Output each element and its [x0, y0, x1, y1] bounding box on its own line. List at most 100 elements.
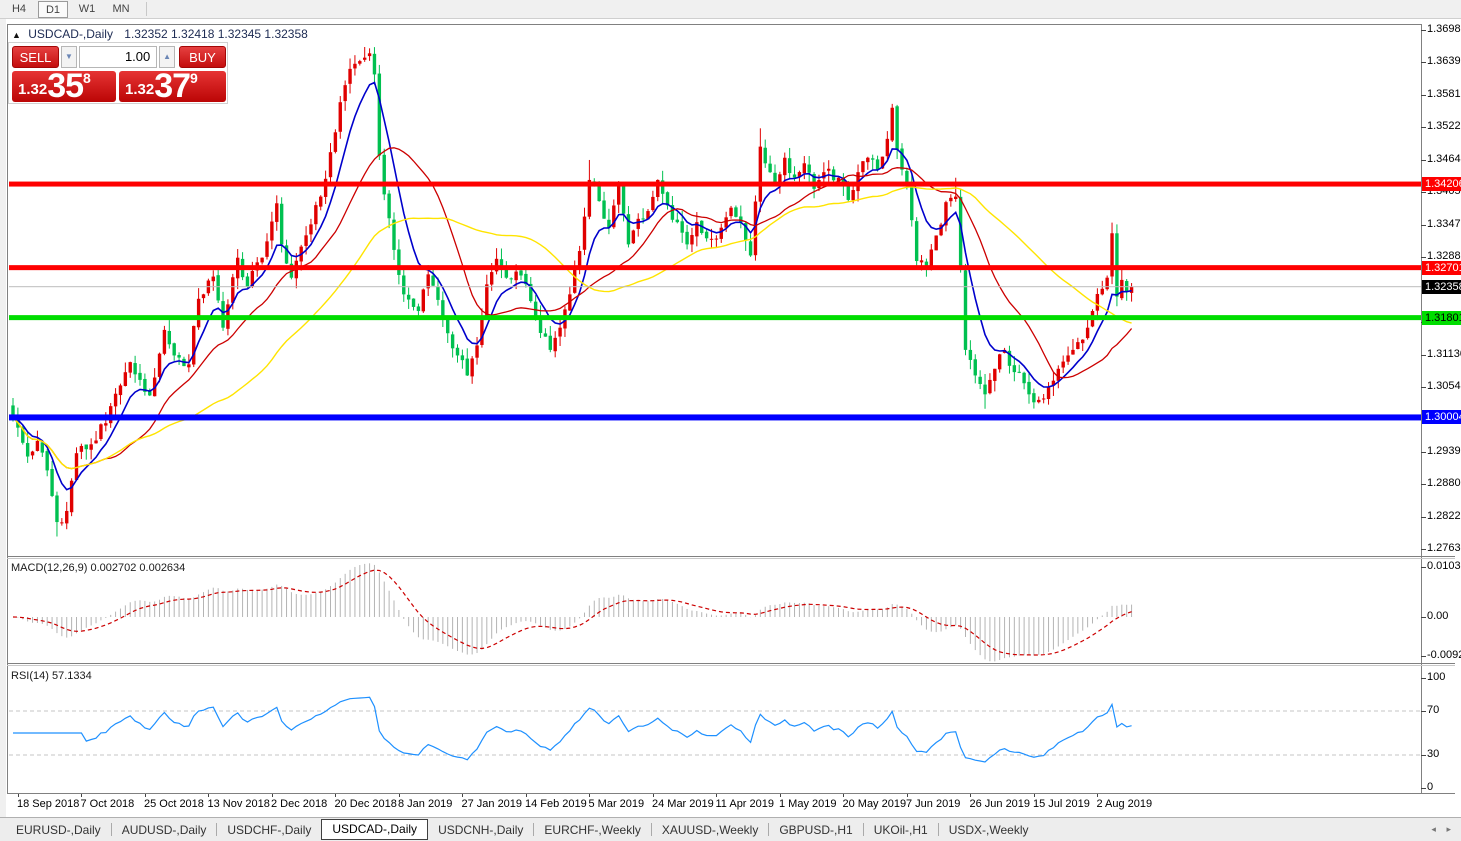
date-axis-tick: [589, 794, 591, 797]
quote-ohlc: 1.32352 1.32418 1.32345 1.32358: [124, 27, 308, 41]
rsi-axis-label: 70: [1427, 704, 1440, 716]
date-axis-label: 26 Jun 2019: [969, 798, 1031, 810]
date-axis-tick: [208, 794, 210, 797]
date-axis-tick: [1033, 794, 1035, 797]
tab-separator: [650, 823, 652, 836]
sell-price-pipette: 8: [83, 70, 91, 86]
rsi-axis-tick: [1421, 678, 1426, 679]
plot-frame-top: [7, 24, 1421, 25]
sell-button[interactable]: SELL: [12, 46, 60, 68]
date-axis-label: 2 Aug 2019: [1096, 798, 1153, 810]
date-axis-tick: [906, 794, 908, 797]
tab-scroll-right-icon[interactable]: ▸: [1446, 824, 1455, 834]
price-axis-tick: [1421, 257, 1426, 259]
tab-separator: [862, 823, 864, 836]
tab-xauusd-weekly[interactable]: XAUUSD-,Weekly: [661, 822, 759, 837]
rsi-pane[interactable]: [8, 666, 1421, 794]
quote-symbol: USDCAD-,Daily: [28, 27, 113, 41]
date-axis-tick: [335, 794, 337, 797]
date-axis-label: 13 Nov 2018: [207, 798, 270, 810]
date-axis-tick: [779, 794, 781, 797]
rsi-axis-tick: [1421, 711, 1426, 712]
price-axis-tick: [1421, 127, 1426, 129]
trade-controls-row: SELL ▼ 1.00 ▲ BUY: [12, 46, 226, 68]
volume-increase-button[interactable]: ▲: [159, 46, 175, 68]
price-axis-label: 1.36395: [1427, 55, 1461, 68]
price-level-badge: 1.31801: [1422, 310, 1461, 325]
timeframe-W1[interactable]: W1: [78, 2, 96, 15]
date-axis-label: 5 Mar 2019: [588, 798, 645, 810]
tab-audusd-daily[interactable]: AUDUSD-,Daily: [121, 822, 207, 837]
macd-axis-label: 0.010311: [1427, 559, 1461, 572]
quote-line: ▲ USDCAD-,Daily 1.32352 1.32418 1.32345 …: [12, 27, 308, 41]
tab-eurchf-weekly[interactable]: EURCHF-,Weekly: [544, 822, 641, 837]
macd-pane[interactable]: [8, 559, 1421, 663]
tab-separator: [533, 823, 535, 836]
plot-frame-left: [7, 24, 8, 794]
date-axis-label: 20 May 2019: [842, 798, 907, 810]
date-axis-tick: [525, 794, 527, 797]
date-axis-tick: [716, 794, 718, 797]
tab-ukoil-h1[interactable]: UKOil-,H1: [873, 822, 928, 837]
tab-usdx-weekly[interactable]: USDX-,Weekly: [948, 822, 1029, 837]
timeframe-H4[interactable]: H4: [11, 2, 27, 15]
macd-axis-tick: [1421, 617, 1426, 618]
symbol-expand-icon[interactable]: ▲: [12, 30, 21, 40]
plot-frame-bottom: [7, 793, 1455, 794]
volume-input[interactable]: 1.00: [78, 46, 158, 68]
date-axis-label: 8 Jan 2019: [397, 798, 453, 810]
price-level-badge: 1.34206: [1422, 177, 1461, 192]
price-axis-tick: [1421, 159, 1426, 161]
sell-price-prefix: 1.32: [18, 81, 48, 98]
price-axis-tick: [1421, 354, 1426, 356]
tab-usdcnh-daily[interactable]: USDCNH-,Daily: [438, 822, 524, 837]
date-axis-label: 18 Sep 2018: [17, 798, 80, 810]
sell-price-button[interactable]: 1.32 35 8: [12, 69, 116, 103]
buy-price-pipette: 9: [190, 70, 198, 86]
price-axis-tick: [1421, 30, 1426, 31]
price-axis-tick: [1421, 62, 1426, 64]
tab-gbpusd-h1[interactable]: GBPUSD-,H1: [779, 822, 853, 837]
date-axis: 18 Sep 2018 7 Oct 2018 25 Oct 2018 13 Nov 2…: [6, 794, 1461, 817]
price-axis-tick: [1421, 224, 1426, 226]
timeframe-D1[interactable]: D1: [38, 0, 68, 18]
tab-separator: [937, 823, 939, 836]
one-click-trading-panel: SELL ▼ 1.00 ▲ BUY 1.32 35 8 1.32 37 9: [8, 42, 228, 104]
pane-divider-1b: [7, 558, 1455, 559]
tab-eurusd-daily[interactable]: EURUSD-,Daily: [16, 822, 101, 837]
date-axis-tick: [144, 794, 146, 797]
date-axis-label: 27 Jan 2019: [461, 798, 523, 810]
price-level-badge: 1.32701: [1422, 260, 1461, 275]
tab-usdchf-daily[interactable]: USDCHF-,Daily: [227, 822, 312, 837]
date-axis-label: 11 Apr 2019: [715, 798, 774, 810]
buy-price-button[interactable]: 1.32 37 9: [119, 69, 226, 103]
price-axis-tick: [1421, 192, 1426, 194]
volume-decrease-button[interactable]: ▼: [61, 46, 77, 68]
price-chart-pane[interactable]: [8, 24, 1421, 556]
date-axis-tick: [843, 794, 845, 797]
pane-divider-2[interactable]: [7, 663, 1455, 664]
macd-axis-tick: [1421, 566, 1426, 568]
date-axis-label: 7 Jun 2019: [905, 798, 961, 810]
toolbar-separator: [146, 2, 147, 16]
rsi-axis-label: 0: [1427, 781, 1434, 793]
date-axis-tick: [18, 794, 19, 797]
tab-usdcad-daily[interactable]: USDCAD-,Daily: [321, 819, 429, 840]
price-axis-label: 1.30545: [1427, 380, 1461, 393]
pane-divider-1[interactable]: [7, 556, 1455, 557]
tab-separator: [216, 823, 218, 836]
tab-separator: [110, 823, 112, 836]
date-axis-label: 14 Feb 2019: [524, 798, 587, 810]
macd-axis-tick: [1421, 656, 1426, 657]
tab-scroll-left-icon[interactable]: ◂: [1431, 824, 1440, 834]
date-axis-tick: [271, 794, 273, 797]
timeframe-MN[interactable]: MN: [112, 2, 130, 15]
price-axis-label: 1.33470: [1427, 217, 1461, 230]
price-axis-label: 1.34640: [1427, 152, 1461, 165]
price-level-badge: 1.30004: [1422, 410, 1461, 425]
rsi-axis-tick: [1421, 755, 1426, 756]
price-axis-label: 1.27635: [1427, 542, 1461, 554]
pane-divider-2b: [7, 665, 1455, 666]
chart-tab-bar: EURUSD-,Daily AUDUSD-,Daily USDCHF-,Daily U…: [0, 817, 1461, 841]
buy-button[interactable]: BUY: [178, 46, 226, 68]
